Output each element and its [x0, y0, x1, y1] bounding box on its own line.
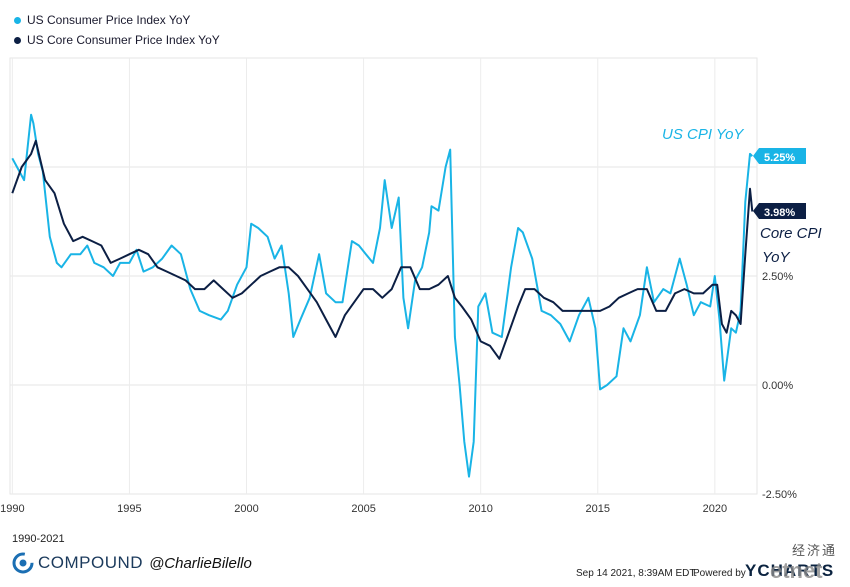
x-tick-label: 1990: [0, 503, 24, 515]
cpi-value-label: 5.25%: [764, 152, 795, 164]
x-axis: 1990 1995 2000 2005 2010 2015 2020: [0, 503, 727, 515]
cpi-annotation: US CPI YoY: [662, 126, 744, 143]
watermark-en: etnet: [770, 558, 823, 583]
series-line-cpi: [11, 113, 753, 478]
x-tick-label: 2000: [234, 503, 258, 515]
compound-logo-icon: [12, 552, 34, 574]
date-range: 1990-2021: [12, 533, 65, 545]
y-tick-label: 0.00%: [762, 380, 793, 392]
legend-label-cpi: US Consumer Price Index YoY: [27, 13, 191, 27]
brand-handle: @CharlieBilello: [149, 554, 252, 572]
legend-dot-icon: [14, 36, 21, 44]
cpi-value-tag: [753, 148, 806, 164]
watermark-cn: 经济通: [792, 543, 838, 558]
y-axis: 2.50% 0.00% -2.50%: [762, 271, 797, 501]
core-annotation-line1: Core CPI: [760, 225, 822, 242]
ycharts-logo[interactable]: YCHARTS: [745, 561, 835, 580]
core-value-tag: [753, 203, 806, 219]
x-tick-label: 2015: [586, 503, 610, 515]
x-tick-label: 2010: [468, 503, 492, 515]
series-lines: [11, 113, 754, 478]
y-tick-label: 2.50%: [762, 271, 793, 283]
series-line-core-cpi: [11, 139, 754, 360]
legend-item-core-cpi[interactable]: US Core Consumer Price Index YoY: [14, 30, 220, 50]
x-tick-label: 2005: [351, 503, 375, 515]
annotations: US CPI YoY Core CPI YoY 5.25% 3.98%: [662, 126, 822, 266]
y-tick-label: -2.50%: [762, 489, 797, 501]
brand-name: COMPOUND: [38, 553, 144, 572]
powered-by: Powered by: [693, 568, 746, 579]
legend-label-core-cpi: US Core Consumer Price Index YoY: [27, 33, 220, 47]
brand: COMPOUND @CharlieBilello: [12, 552, 252, 574]
timestamp: Sep 14 2021, 8:39AM EDT.: [576, 568, 698, 579]
core-annotation-line2: YoY: [762, 249, 791, 266]
legend-item-cpi[interactable]: US Consumer Price Index YoY: [14, 10, 220, 30]
x-tick-label: 1995: [117, 503, 141, 515]
x-tick-label: 2020: [703, 503, 727, 515]
legend: US Consumer Price Index YoY US Core Cons…: [14, 10, 220, 50]
core-value-label: 3.98%: [764, 207, 795, 219]
legend-dot-icon: [14, 16, 21, 24]
